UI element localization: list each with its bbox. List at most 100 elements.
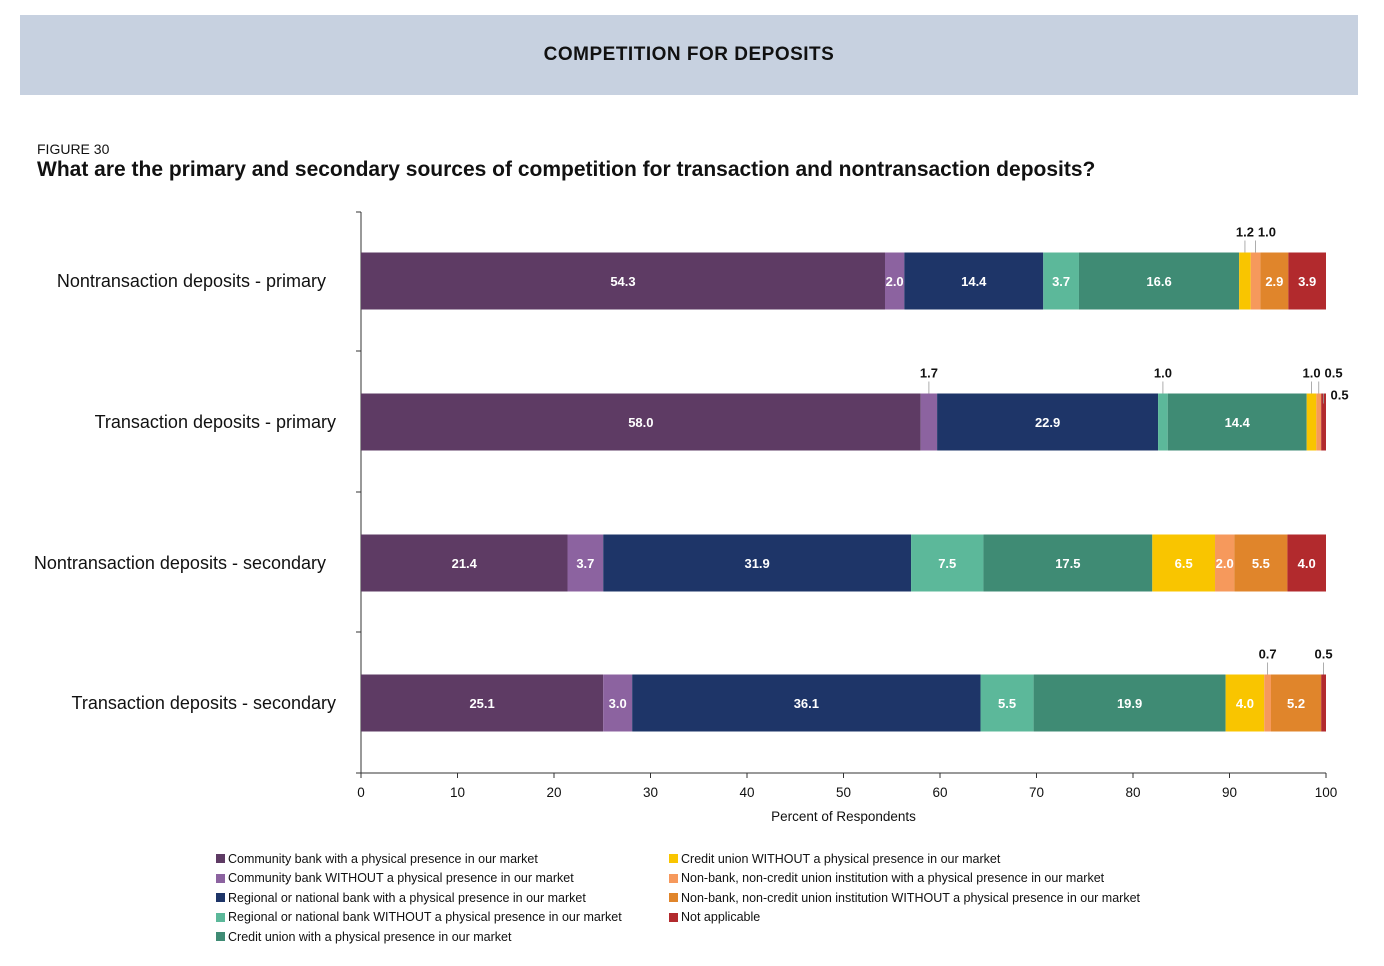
legend-label: Regional or national bank WITHOUT a phys… (228, 910, 622, 925)
bar-segment (361, 393, 921, 451)
data-label: 14.4 (1225, 415, 1251, 430)
bar-segment (937, 393, 1159, 451)
legend-swatch (216, 893, 225, 903)
bar-segment (1215, 534, 1235, 592)
data-label: 2.0 (1216, 556, 1234, 571)
legend-swatch (216, 912, 225, 922)
x-tick-label: 60 (932, 785, 947, 800)
bar-segment (1234, 534, 1288, 592)
data-label-external: 1.7 (920, 366, 938, 381)
data-label: 25.1 (469, 696, 494, 711)
data-label: 5.5 (998, 696, 1016, 711)
legend-swatch (216, 873, 225, 883)
legend-swatch (216, 854, 225, 864)
data-label: 36.1 (794, 696, 819, 711)
legend-label: Credit union with a physical presence in… (228, 929, 512, 944)
data-label: 6.5 (1175, 556, 1193, 571)
bar-segment (1167, 393, 1307, 451)
bar-segment (1250, 252, 1261, 310)
legend-column-right: Credit union WITHOUT a physical presence… (669, 849, 1140, 927)
data-label: 22.9 (1035, 415, 1060, 430)
bar-segment (603, 534, 912, 592)
bar-segment (1152, 534, 1216, 592)
bar-segment (1321, 393, 1326, 451)
figure-title: What are the primary and secondary sourc… (37, 158, 1096, 181)
data-label: 31.9 (744, 556, 769, 571)
data-label: 3.7 (1052, 274, 1070, 289)
x-tick-label: 20 (546, 785, 561, 800)
data-label-external: 1.0 (1258, 225, 1276, 240)
x-tick-label: 30 (643, 785, 658, 800)
bar-segment (1288, 252, 1326, 310)
x-tick-label: 50 (836, 785, 851, 800)
bar-segment (632, 674, 981, 732)
legend-item: Credit union WITHOUT a physical presence… (669, 849, 1140, 869)
data-label: 4.0 (1236, 696, 1254, 711)
bar-segment (1225, 674, 1265, 732)
legend-item: Regional or national bank WITHOUT a phys… (216, 908, 622, 928)
legend-item: Not applicable (669, 908, 1140, 928)
data-label: 5.5 (1252, 556, 1270, 571)
legend-item: Community bank with a physical presence … (216, 849, 622, 869)
x-tick-label: 90 (1222, 785, 1237, 800)
data-label: 3.7 (576, 556, 594, 571)
bar-segment (1033, 674, 1226, 732)
banner-title: COMPETITION FOR DEPOSITS (543, 44, 835, 65)
bar-segment (1260, 252, 1289, 310)
data-label-external: 0.5 (1324, 366, 1342, 381)
bar-segment (1321, 674, 1326, 732)
bar-segment (911, 534, 984, 592)
data-label: 2.0 (886, 274, 904, 289)
data-label: 5.2 (1287, 696, 1305, 711)
bar-segment (1306, 393, 1317, 451)
bar-segment (1078, 252, 1240, 310)
legend-swatch (216, 932, 225, 942)
data-label: 3.0 (609, 696, 627, 711)
stacked-bar-chart: 0 10 20 30 40 50 60 70 80 90 100 Percent of Respond… (34, 211, 1349, 824)
data-label-external: 0.5 (1331, 388, 1349, 403)
legend-item: Credit union with a physical presence in… (216, 927, 622, 947)
legend-label: Non-bank, non-credit union institution w… (681, 871, 1105, 886)
bar-segment (1239, 252, 1251, 310)
data-label-external: 1.0 (1154, 366, 1172, 381)
legend-label: Non-bank, non-credit union institution W… (681, 890, 1141, 905)
data-label: 2.9 (1265, 274, 1283, 289)
bar-segment (1158, 393, 1168, 451)
data-label-external: 0.5 (1315, 647, 1333, 662)
bar-segment (603, 674, 633, 732)
legend-item: Regional or national bank with a physica… (216, 888, 622, 908)
data-label-external: 0.7 (1259, 647, 1277, 662)
data-label: 7.5 (938, 556, 956, 571)
x-tick-label: 10 (450, 785, 465, 800)
data-label: 14.4 (961, 274, 987, 289)
category-label: Nontransaction deposits - primary (57, 271, 326, 291)
bar-segment (1287, 534, 1326, 592)
category-label: Nontransaction deposits - secondary (34, 553, 326, 573)
bar-segment (567, 534, 604, 592)
bar-segment (361, 674, 604, 732)
data-label: 16.6 (1146, 274, 1171, 289)
legend-label: Community bank with a physical presence … (228, 851, 538, 866)
legend-label: Not applicable (681, 910, 761, 925)
bar-segment (1270, 674, 1322, 732)
bar-segment (361, 534, 568, 592)
bar-segment (1316, 393, 1322, 451)
category-label: Transaction deposits - secondary (72, 693, 336, 713)
legend-swatch (669, 854, 678, 864)
legend-swatch (669, 873, 678, 883)
data-label: 19.9 (1117, 696, 1142, 711)
data-label: 4.0 (1298, 556, 1316, 571)
data-label-external: 1.2 (1236, 225, 1254, 240)
x-tick-label: 100 (1315, 785, 1338, 800)
bar-segment (1264, 674, 1271, 732)
legend-swatch (669, 912, 678, 922)
legend-item: Non-bank, non-credit union institution w… (669, 869, 1140, 889)
data-label: 3.9 (1298, 274, 1316, 289)
legend-label: Regional or national bank with a physica… (228, 890, 586, 905)
bar-segment (920, 393, 938, 451)
bar-segment (983, 534, 1153, 592)
x-tick-label: 70 (1029, 785, 1044, 800)
bar-segment (361, 252, 885, 310)
x-tick-label: 80 (1125, 785, 1140, 800)
bar-segment (980, 674, 1034, 732)
